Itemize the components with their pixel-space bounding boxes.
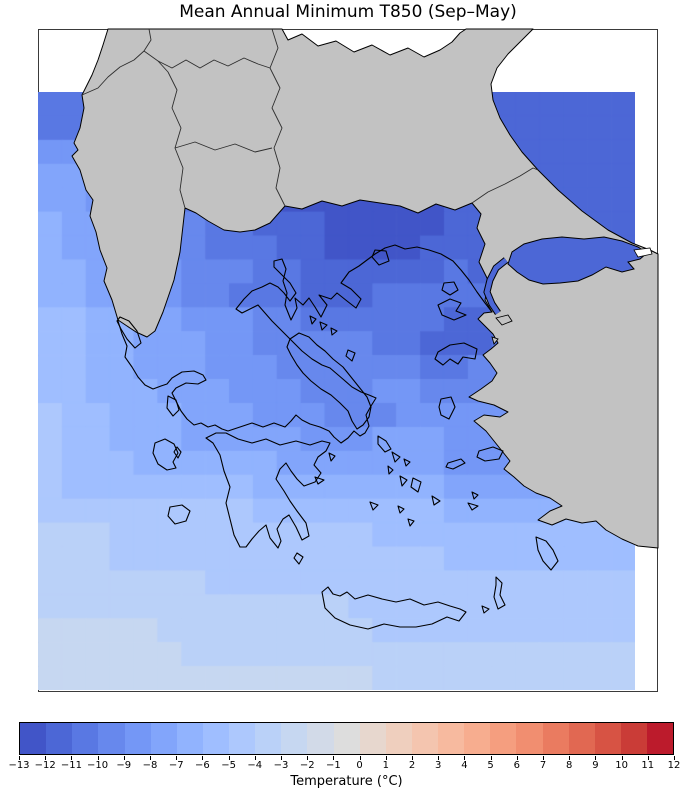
colorbar-tick-label: 11 xyxy=(641,760,655,771)
colorbar-tick xyxy=(647,756,649,760)
colorbar-tick-label: −13 xyxy=(8,760,30,771)
colorbar-tick-label: 12 xyxy=(667,760,681,771)
colorbar-tick xyxy=(621,756,623,760)
colorbar-tick xyxy=(281,756,282,760)
colorbar-segment xyxy=(229,723,256,754)
colorbar-tick xyxy=(516,756,518,760)
colorbar-tick-label: 6 xyxy=(513,760,520,771)
colorbar-tick-label: −8 xyxy=(142,760,158,771)
colorbar-segment xyxy=(98,723,125,754)
colorbar-segment xyxy=(307,723,334,754)
colorbar-tick xyxy=(569,756,571,760)
colorbar-tick-labels: −13 −12 −11 −10 −9 −8 −7 −6 −5 −4 −3 −2 −1 0 1 2 3 4 5 6 7 8 9… xyxy=(8,760,680,774)
colorbar-segment xyxy=(176,723,203,754)
colorbar-tick xyxy=(307,756,309,760)
colorbar-segment xyxy=(490,723,517,754)
colorbar-segment xyxy=(333,723,360,754)
colorbar-tick xyxy=(71,756,73,760)
colorbar-tick-label: −2 xyxy=(299,760,315,771)
colorbar-tick xyxy=(359,756,361,760)
colorbar-segment xyxy=(411,723,438,754)
colorbar-tick-label: −11 xyxy=(60,760,82,771)
colorbar-tick-label: 1 xyxy=(382,760,389,771)
colorbar-tick xyxy=(674,756,675,760)
colorbar-segment xyxy=(46,723,73,754)
colorbar-tick-label: 3 xyxy=(435,760,442,771)
colorbar-tick xyxy=(438,756,440,760)
colorbar-segment xyxy=(568,723,595,754)
colorbar-tick xyxy=(412,756,413,760)
colorbar-tick xyxy=(490,756,492,760)
colorbar-tick xyxy=(202,756,204,760)
colorbar-axis-label: Temperature (°C) xyxy=(290,774,403,789)
colorbar-tick xyxy=(254,756,256,760)
colorbar-tick-label: −1 xyxy=(326,760,341,771)
colorbar-tick xyxy=(150,756,151,760)
colorbar-tick xyxy=(464,756,466,760)
colorbar-tick xyxy=(19,756,20,760)
colorbar-tick xyxy=(333,756,335,760)
colorbar-tick xyxy=(97,756,99,760)
colorbar-tick-label: −7 xyxy=(168,760,184,771)
colorbar-segment xyxy=(438,723,465,754)
colorbar-segment xyxy=(359,723,386,754)
colorbar-tick-label: −5 xyxy=(221,760,236,771)
colorbar-tick-label: 4 xyxy=(461,760,468,771)
colorbar-tick-label: −12 xyxy=(34,760,56,771)
colorbar-tick-label: 7 xyxy=(539,760,547,771)
colorbar xyxy=(19,722,674,755)
colorbar-tick-label: 10 xyxy=(615,760,628,771)
colorbar-segment xyxy=(281,723,308,754)
colorbar-tick-label: 8 xyxy=(566,760,573,771)
colorbar-segment xyxy=(150,723,177,754)
colorbar-tick-label: −6 xyxy=(195,760,210,771)
colorbar-tick xyxy=(123,756,125,760)
colorbar-segment xyxy=(124,723,151,754)
colorbar-segment xyxy=(72,723,99,754)
colorbar-tick-marks xyxy=(19,756,675,761)
colorbar-segment xyxy=(202,723,229,754)
colorbar-segment xyxy=(516,723,543,754)
temperature-raster xyxy=(38,92,635,690)
colorbar-segment xyxy=(594,723,621,754)
colorbar-tick xyxy=(543,756,544,760)
colorbar-segment xyxy=(385,723,412,754)
colorbar-tick xyxy=(45,756,47,760)
colorbar-segment xyxy=(647,723,674,754)
colorbar-segment xyxy=(464,723,491,754)
colorbar-tick xyxy=(595,756,597,760)
colorbar-tick-label: 0 xyxy=(356,760,363,771)
colorbar-tick-label: 2 xyxy=(408,760,416,771)
colorbar-segment xyxy=(542,723,569,754)
colorbar-tick-label: −10 xyxy=(87,760,109,771)
colorbar-segment xyxy=(255,723,282,754)
page-title: Mean Annual Minimum T850 (Sep–May) xyxy=(179,2,517,22)
colorbar-tick-label: 5 xyxy=(487,760,494,771)
colorbar-segment xyxy=(620,723,647,754)
colorbar-tick xyxy=(385,756,387,760)
colorbar-tick xyxy=(228,756,230,760)
colorbar-tick-label: −4 xyxy=(247,760,263,771)
colorbar-tick-label: 9 xyxy=(592,760,599,771)
colorbar-tick-label: −9 xyxy=(116,760,132,771)
colorbar-tick xyxy=(176,756,178,760)
colorbar-segment xyxy=(20,723,47,754)
colorbar-tick-label: −3 xyxy=(273,760,289,771)
